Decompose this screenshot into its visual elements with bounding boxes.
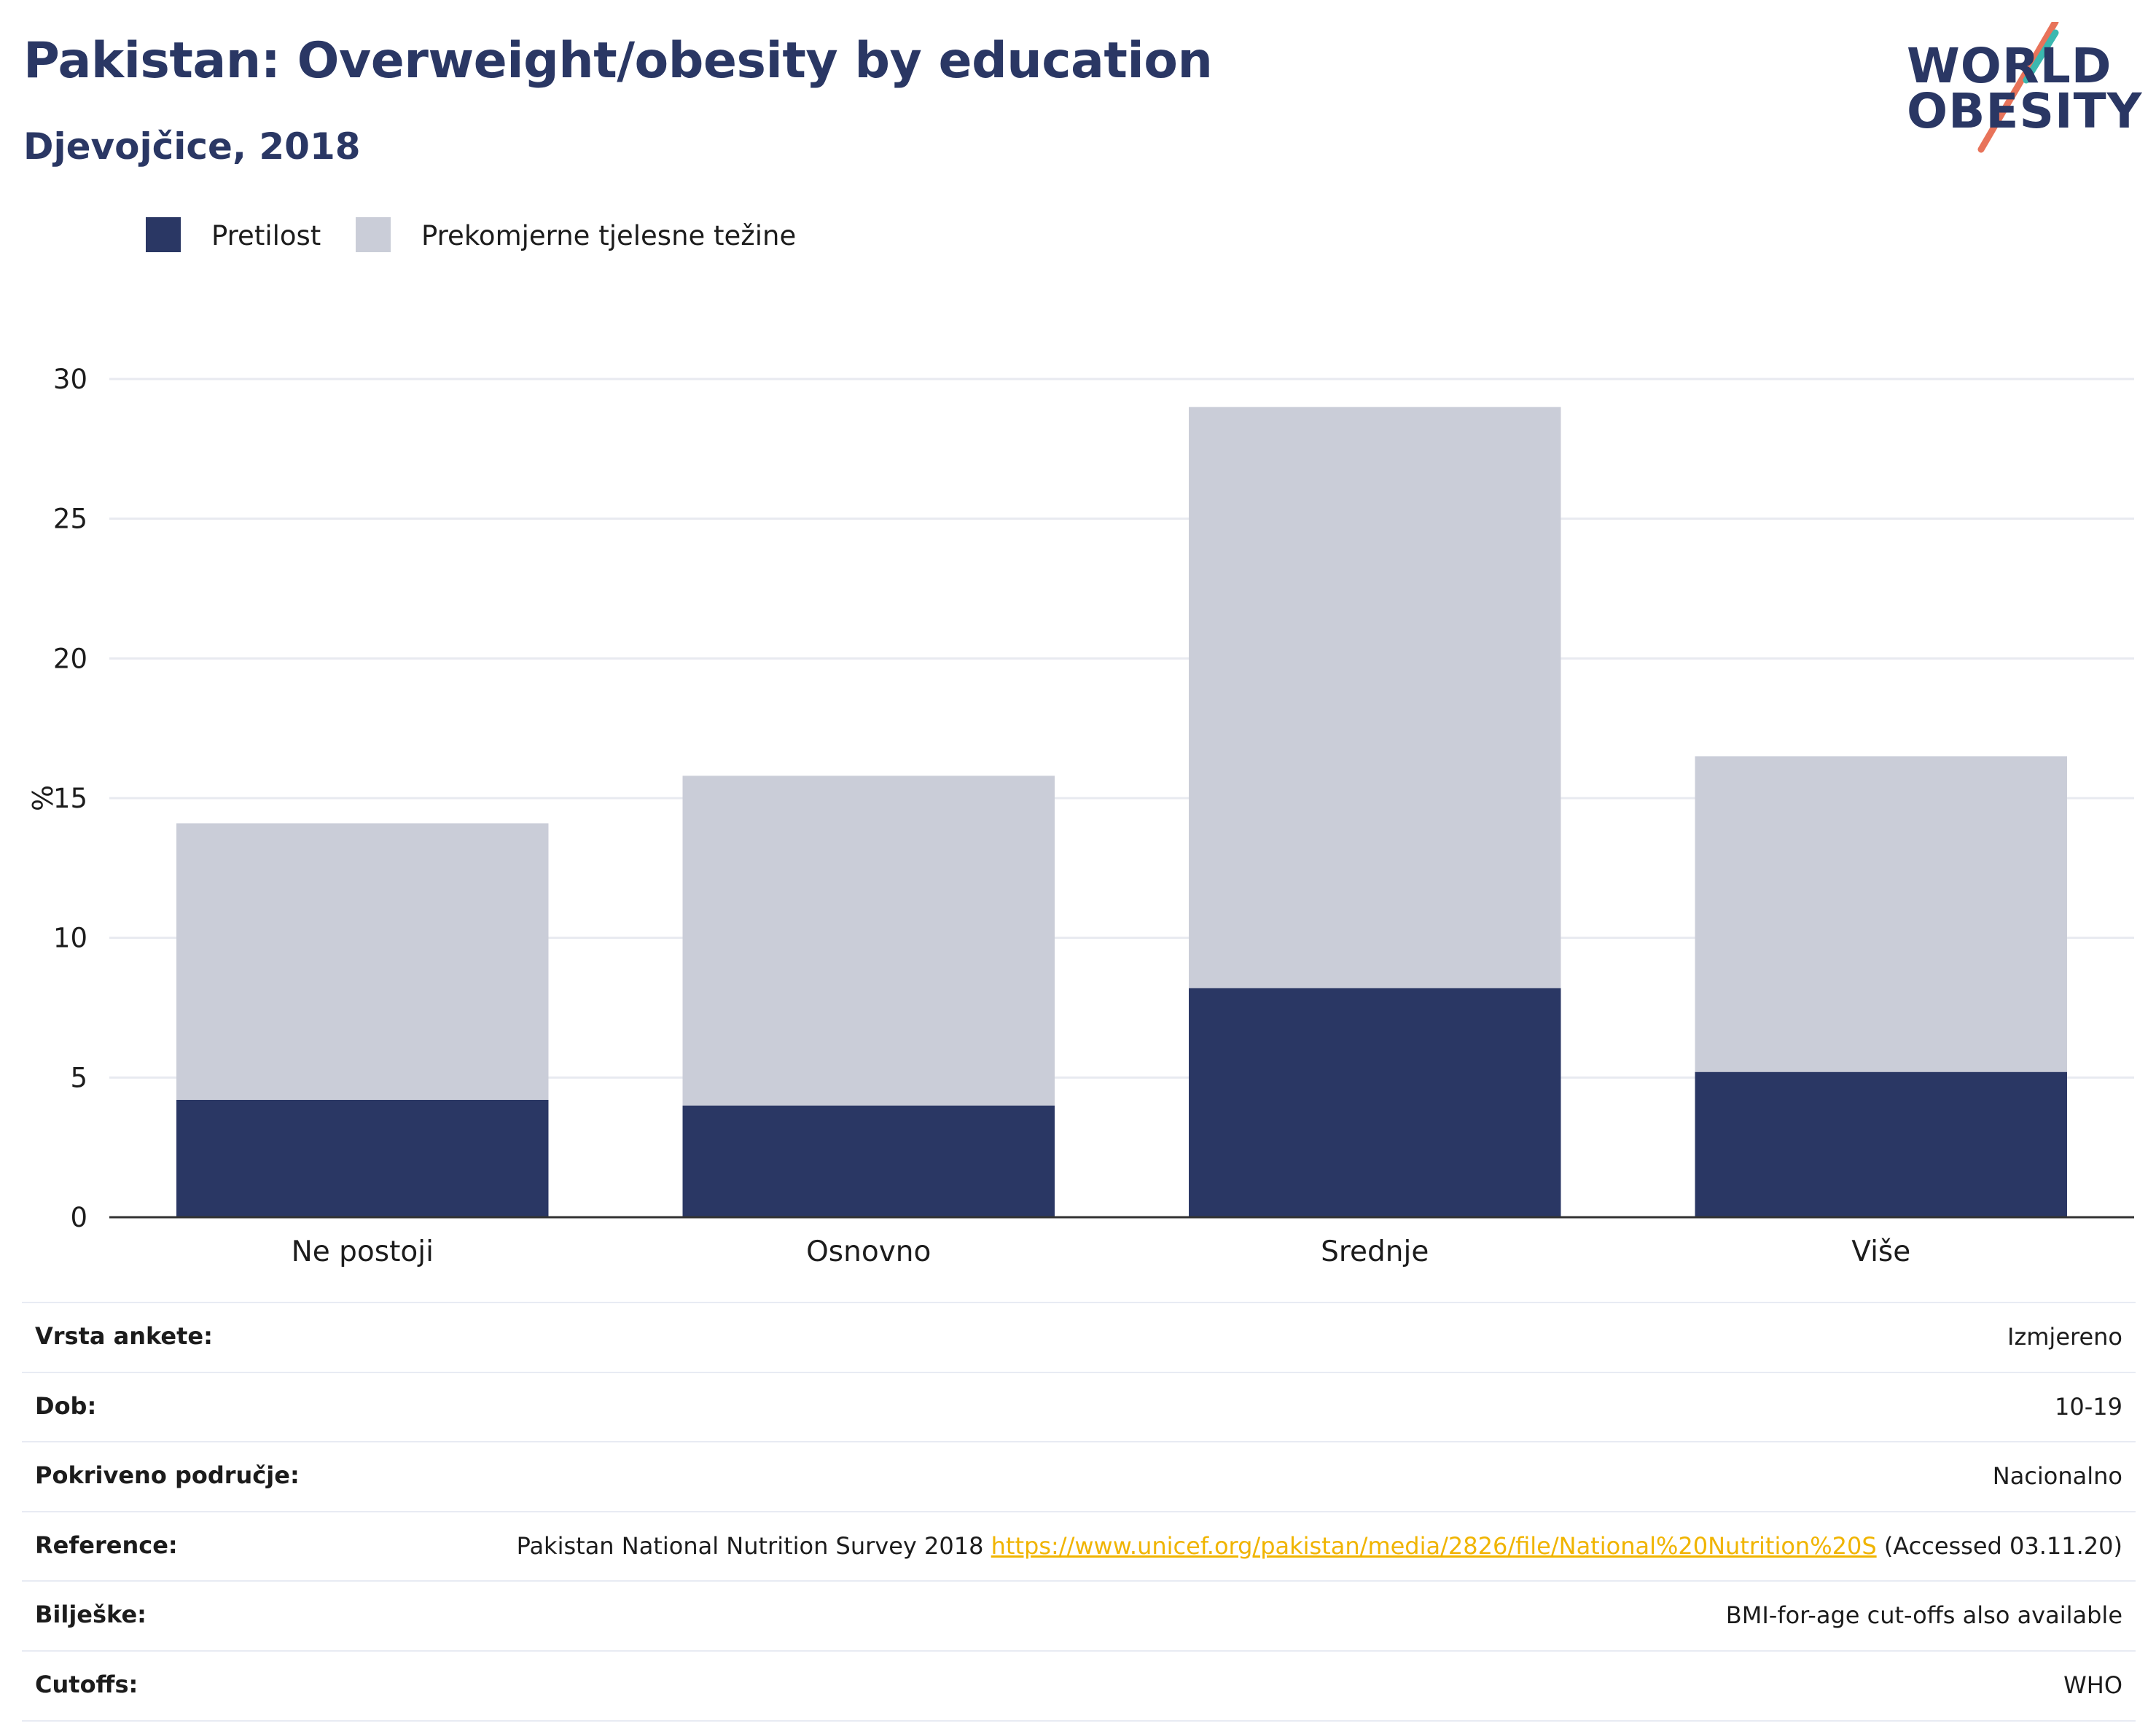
meta-row-coverage: Pokriveno područje: Nacionalno [22, 1441, 2136, 1511]
reference-link[interactable]: https://www.unicef.org/pakistan/media/28… [991, 1531, 1877, 1560]
chart-title: Pakistan: Overweight/obesity by educatio… [23, 32, 1213, 90]
meta-label: Bilješke: [35, 1601, 147, 1629]
x-tick-label: Više [1851, 1235, 1910, 1268]
x-tick-label: Osnovno [806, 1235, 931, 1268]
meta-row-notes: Bilješke: BMI-for-age cut-offs also avai… [22, 1580, 2136, 1650]
bar-pretilost [682, 1105, 1055, 1217]
world-obesity-logo-icon [1977, 22, 2059, 153]
meta-row-cutoffs: Cutoffs: WHO [22, 1649, 2136, 1722]
bar-prekomjerne [176, 823, 549, 1100]
meta-value: BMI-for-age cut-offs also available [1725, 1601, 2122, 1630]
y-tick-label: 10 [53, 923, 87, 954]
logo-word-obesity: OBESITY [1907, 83, 2143, 139]
stacked-bar-chart: 0 5 10 15 20 25 30% Ne postoji Osnovno Srednje Viš… [27, 364, 2134, 1268]
y-tick-label: 25 [53, 504, 87, 535]
meta-label: Pokriveno područje: [35, 1461, 300, 1490]
bar-prekomjerne [1189, 407, 1561, 988]
survey-info-table: Vrsta ankete: Izmjereno Dob: 10-19 Pokri… [22, 1302, 2136, 1722]
y-tick-label: 15 [53, 783, 87, 814]
meta-value: Nacionalno [1992, 1462, 2122, 1491]
bar-prekomjerne [1695, 756, 2067, 1072]
bars [176, 407, 2067, 1217]
bar-pretilost [176, 1100, 549, 1217]
legend-swatch-prekomjerne [356, 217, 391, 252]
meta-row-survey-type: Vrsta ankete: Izmjereno [22, 1302, 2136, 1372]
bar-pretilost [1189, 988, 1561, 1217]
meta-value: Izmjereno [2007, 1323, 2122, 1351]
y-tick-label: 5 [70, 1062, 87, 1093]
reference-text: Pakistan National Nutrition Survey 2018 [516, 1531, 991, 1560]
meta-label: Dob: [35, 1391, 97, 1420]
meta-label: Cutoffs: [35, 1670, 138, 1698]
meta-value: Pakistan National Nutrition Survey 2018 … [35, 1531, 2122, 1562]
bar-pretilost [1695, 1071, 2067, 1217]
meta-row-age: Dob: 10-19 [22, 1371, 2136, 1442]
y-axis-label: % [27, 785, 59, 811]
chart-subtitle: Djevojčice, 2018 [23, 125, 361, 168]
legend-label: Pretilost [211, 220, 321, 251]
x-tick-label: Ne postoji [292, 1235, 434, 1268]
meta-label: Reference: [35, 1531, 178, 1559]
axes: 0 5 10 15 20 25 30% Ne postoji Osnovno Srednje Viš… [27, 364, 2134, 1268]
meta-row-reference: Reference: Pakistan National Nutrition S… [22, 1510, 2136, 1581]
y-tick-label: 20 [53, 643, 87, 674]
y-tick-label: 0 [70, 1202, 87, 1233]
y-tick-label: 30 [53, 364, 87, 395]
legend-swatch-pretilost [146, 217, 181, 252]
meta-value: 10-19 [2055, 1392, 2122, 1421]
bar-prekomjerne [682, 776, 1055, 1106]
logo-word-world: WORLD [1907, 38, 2112, 94]
x-tick-label: Srednje [1321, 1235, 1429, 1268]
meta-label: Vrsta ankete: [35, 1322, 213, 1350]
legend-label: Prekomjerne tjelesne težine [421, 220, 797, 251]
reference-accessed: (Accessed 03.11.20) [1876, 1531, 2122, 1560]
meta-value: WHO [2063, 1671, 2122, 1699]
